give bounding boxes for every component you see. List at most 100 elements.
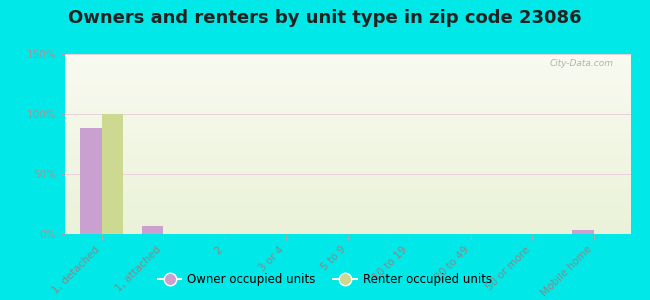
Bar <box>65 58 630 59</box>
Bar <box>65 140 630 142</box>
Bar <box>65 106 630 108</box>
Bar <box>65 135 630 137</box>
Bar <box>102 114 124 234</box>
Bar <box>65 153 630 155</box>
Bar <box>65 157 630 158</box>
Bar <box>65 220 630 221</box>
Bar <box>65 113 630 115</box>
Bar <box>65 148 630 149</box>
Bar <box>65 121 630 122</box>
Bar <box>65 128 630 130</box>
Bar <box>65 196 630 198</box>
Bar <box>65 65 630 67</box>
Bar <box>65 200 630 202</box>
Bar <box>65 189 630 191</box>
Bar <box>65 175 630 176</box>
Bar <box>142 226 163 234</box>
Bar <box>65 124 630 126</box>
Bar <box>65 169 630 171</box>
Bar <box>65 68 630 70</box>
Bar <box>65 166 630 167</box>
Bar <box>65 126 630 128</box>
Bar <box>65 83 630 85</box>
Bar <box>65 209 630 211</box>
Bar <box>65 187 630 189</box>
Bar <box>65 218 630 220</box>
Bar <box>65 92 630 94</box>
Bar <box>65 184 630 185</box>
Bar <box>65 223 630 225</box>
Bar <box>65 99 630 101</box>
Bar <box>65 112 630 113</box>
Bar <box>65 214 630 216</box>
Bar <box>65 131 630 133</box>
Bar <box>65 74 630 76</box>
Bar <box>65 212 630 214</box>
Bar <box>65 54 630 56</box>
Bar <box>65 103 630 104</box>
Bar <box>65 95 630 97</box>
Bar <box>65 146 630 148</box>
Bar <box>65 142 630 144</box>
Bar <box>65 160 630 162</box>
Bar <box>65 225 630 227</box>
Bar <box>65 176 630 178</box>
Bar <box>65 193 630 194</box>
Bar <box>65 167 630 169</box>
Bar <box>65 110 630 112</box>
Bar <box>65 178 630 180</box>
Bar <box>65 229 630 230</box>
Bar <box>65 88 630 90</box>
Bar <box>65 180 630 182</box>
Bar <box>65 173 630 175</box>
Bar <box>65 130 630 131</box>
Bar <box>65 119 630 121</box>
Bar <box>65 72 630 74</box>
Bar <box>65 185 630 187</box>
Bar <box>65 104 630 106</box>
Bar <box>65 216 630 218</box>
Bar <box>65 194 630 196</box>
Bar <box>65 81 630 83</box>
Bar <box>65 211 630 212</box>
Bar <box>65 79 630 81</box>
Bar <box>65 149 630 151</box>
Bar <box>65 155 630 157</box>
Bar <box>65 191 630 193</box>
Bar <box>65 182 630 184</box>
Bar <box>65 56 630 58</box>
Bar <box>65 202 630 203</box>
Bar <box>65 158 630 160</box>
Bar <box>65 137 630 139</box>
Bar <box>65 85 630 86</box>
Bar <box>65 67 630 68</box>
Bar <box>65 139 630 140</box>
Bar <box>65 76 630 77</box>
Bar <box>65 59 630 61</box>
Bar <box>65 101 630 103</box>
Bar <box>65 94 630 95</box>
Bar <box>65 90 630 92</box>
Bar <box>65 205 630 207</box>
Bar <box>81 128 102 234</box>
Bar <box>65 232 630 234</box>
Bar <box>65 63 630 65</box>
Text: City-Data.com: City-Data.com <box>549 59 614 68</box>
Bar <box>65 171 630 173</box>
Bar <box>65 203 630 205</box>
Bar <box>65 230 630 232</box>
Text: Owners and renters by unit type in zip code 23086: Owners and renters by unit type in zip c… <box>68 9 582 27</box>
Bar <box>65 122 630 124</box>
Bar <box>65 221 630 223</box>
Bar <box>65 164 630 166</box>
Bar <box>65 144 630 146</box>
Bar <box>65 97 630 99</box>
Bar <box>65 133 630 135</box>
Bar <box>65 61 630 63</box>
Bar <box>65 162 630 164</box>
Bar <box>572 230 593 234</box>
Bar <box>65 86 630 88</box>
Bar <box>65 198 630 200</box>
Bar <box>65 227 630 229</box>
Bar <box>65 117 630 119</box>
